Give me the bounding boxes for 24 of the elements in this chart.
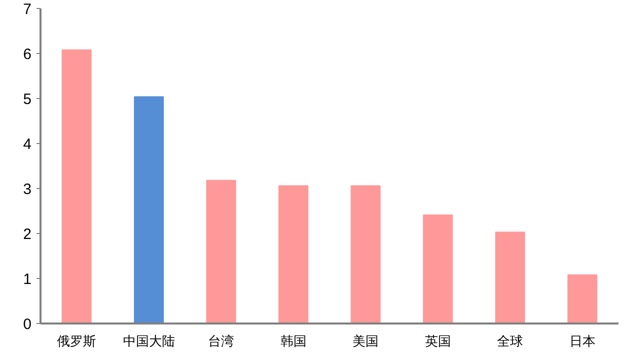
x-tick-label: 全球 xyxy=(497,334,524,350)
y-tick-label: 6 xyxy=(23,46,32,63)
y-tick-label: 0 xyxy=(23,316,32,333)
bar xyxy=(134,96,164,324)
x-tick-label: 日本 xyxy=(569,334,596,350)
bar xyxy=(495,232,526,324)
y-tick-label: 2 xyxy=(23,226,32,243)
bar xyxy=(62,49,92,324)
x-tick-label: 中国大陆 xyxy=(122,334,175,350)
y-tick-label: 5 xyxy=(23,91,32,108)
bar xyxy=(422,214,453,324)
x-tick-label: 台湾 xyxy=(208,334,234,350)
y-tick-label: 7 xyxy=(23,1,32,18)
x-tick-label: 俄罗斯 xyxy=(57,334,96,350)
x-tick-label: 美国 xyxy=(352,334,379,350)
bar xyxy=(350,185,381,324)
x-tick-label: 韩国 xyxy=(280,334,306,350)
bar xyxy=(567,274,598,324)
x-tick-label: 英国 xyxy=(424,334,451,350)
y-tick-label: 1 xyxy=(23,271,32,288)
y-tick-label: 3 xyxy=(23,181,32,198)
bar xyxy=(206,180,236,324)
bar xyxy=(278,185,308,324)
y-tick-label: 4 xyxy=(23,136,32,153)
